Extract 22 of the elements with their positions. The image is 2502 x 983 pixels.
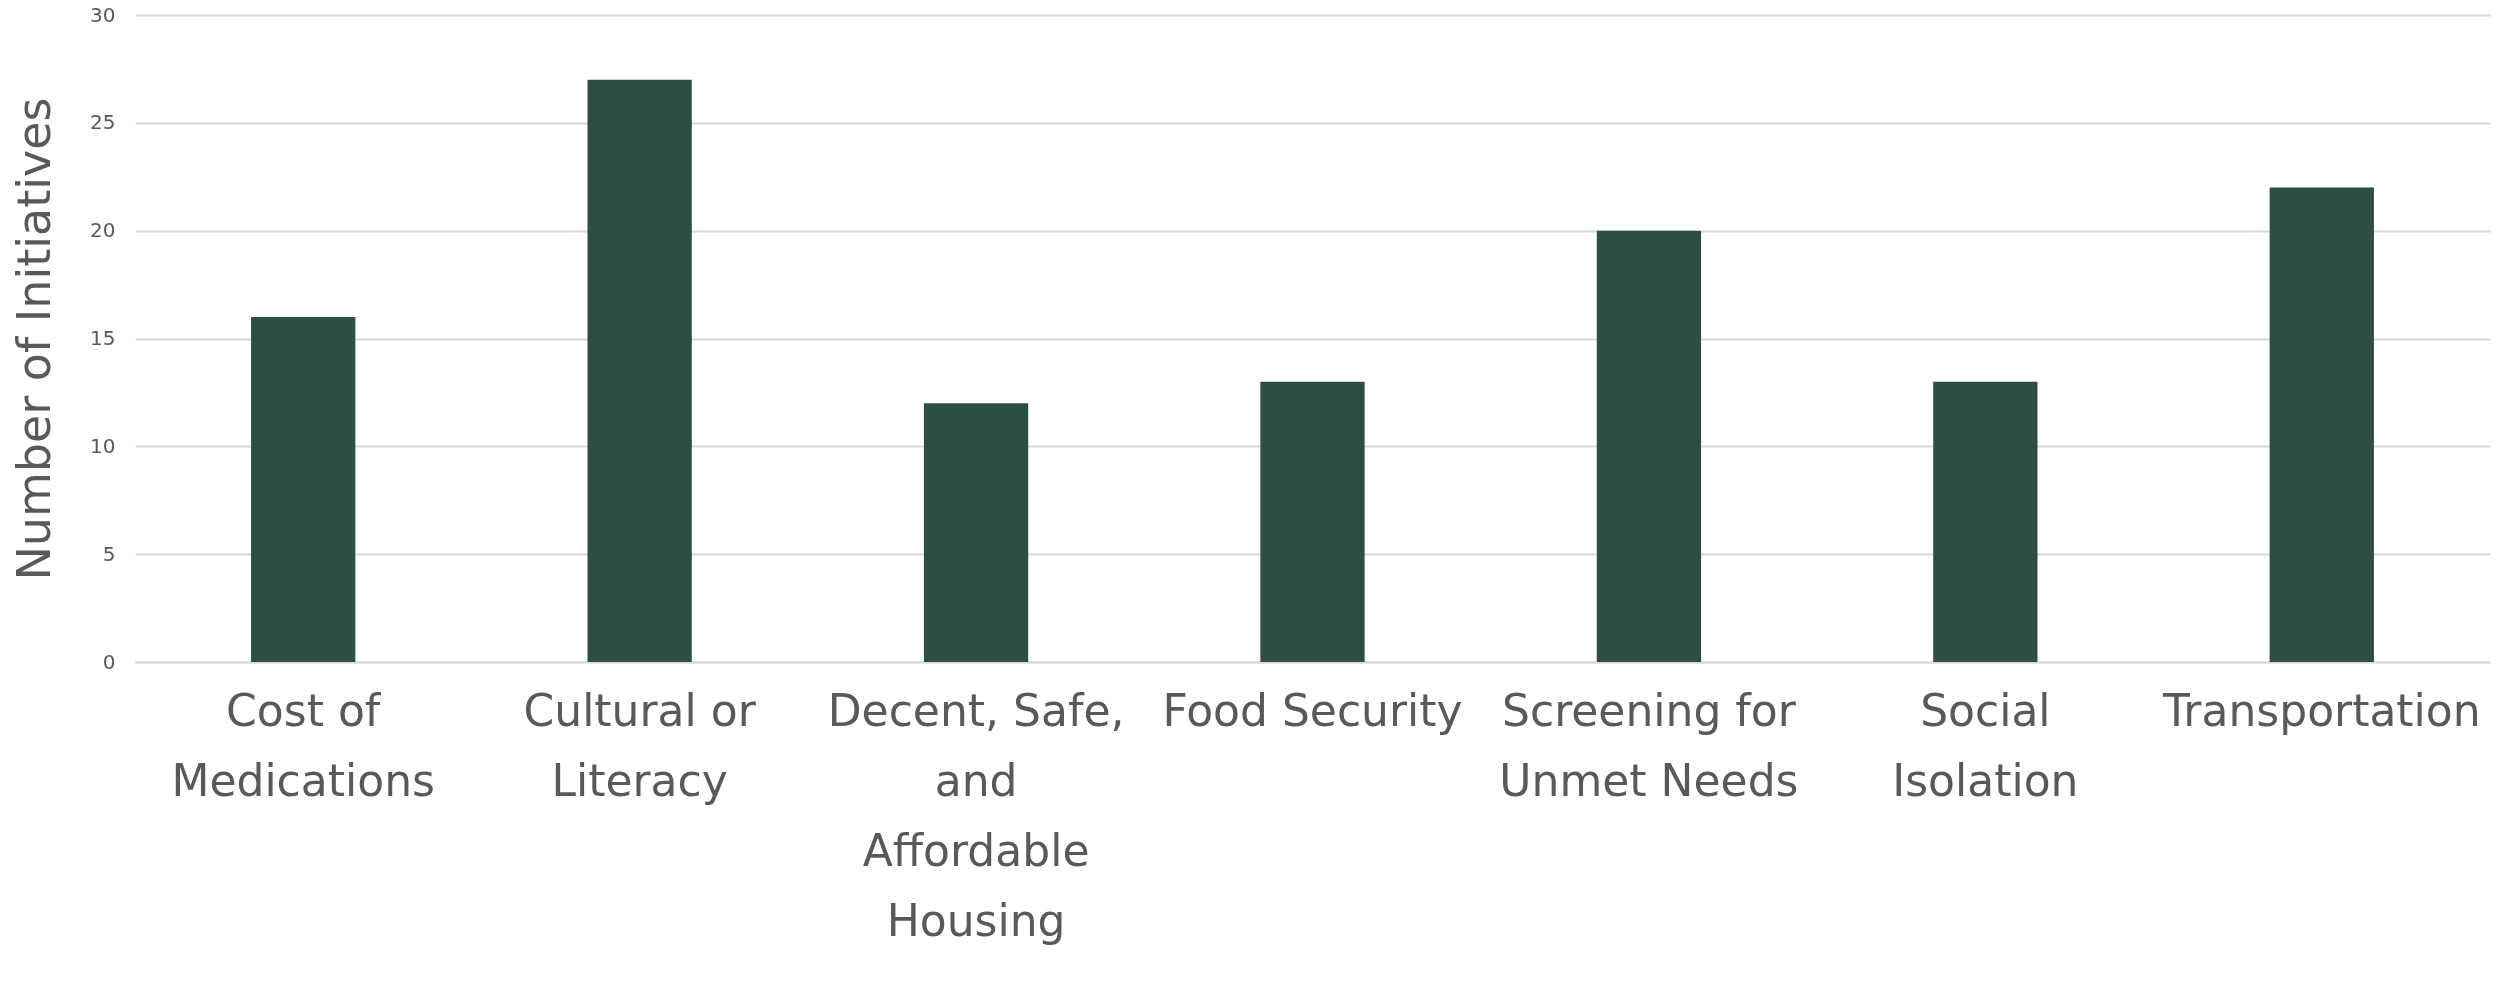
bar: [1933, 381, 2038, 662]
x-tick-label: Screening for Unmet Needs: [1499, 684, 1799, 806]
x-tick-label: Cost of Medications: [171, 684, 435, 806]
bar: [2269, 187, 2374, 662]
y-tick-label: 30: [90, 2, 116, 27]
x-tick-label: Cultural or Literacy: [523, 684, 757, 806]
y-tick-label: 20: [90, 218, 116, 243]
x-tick-label: Social Isolation: [1892, 684, 2079, 806]
y-axis-title: Number of Initiatives: [7, 97, 62, 581]
bar: [587, 79, 692, 662]
bar: [923, 403, 1029, 662]
y-tick-label: 25: [90, 110, 116, 135]
x-tick-label: Decent, Safe, and Affordable Housing: [827, 684, 1125, 946]
x-tick-label: Food Security: [1162, 684, 1463, 736]
y-tick-label: 15: [90, 326, 116, 350]
bar: [251, 316, 356, 662]
y-tick-label: 5: [102, 541, 116, 566]
bar: [1260, 381, 1365, 662]
bar: [1596, 230, 1702, 662]
y-tick-label: 10: [90, 433, 116, 458]
y-tick-label: 0: [102, 649, 116, 674]
x-tick-label: Transportation: [2161, 684, 2481, 736]
